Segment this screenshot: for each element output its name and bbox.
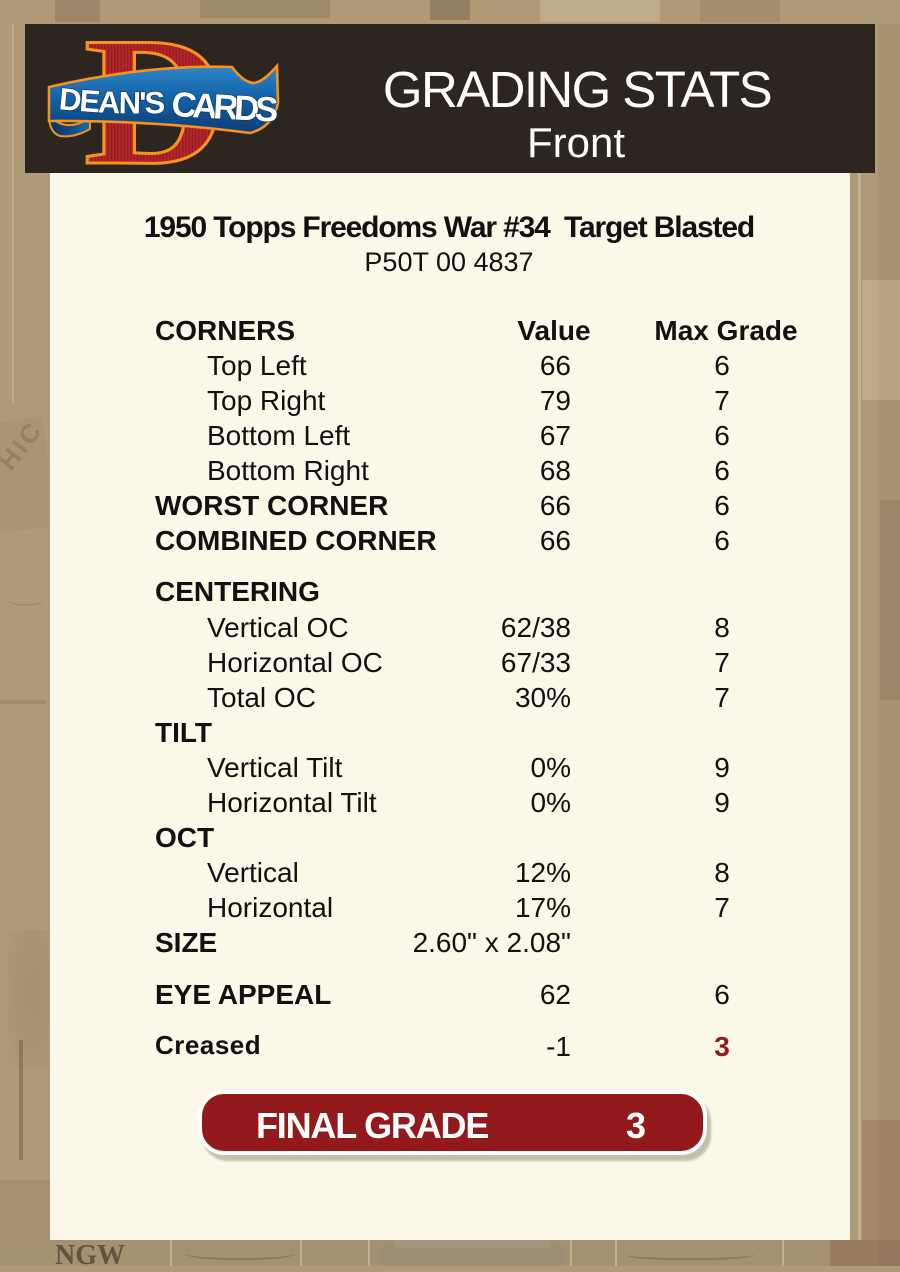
svg-text:CARDS: CARDS bbox=[171, 85, 279, 130]
svg-text:DEAN'S: DEAN'S bbox=[58, 81, 165, 120]
